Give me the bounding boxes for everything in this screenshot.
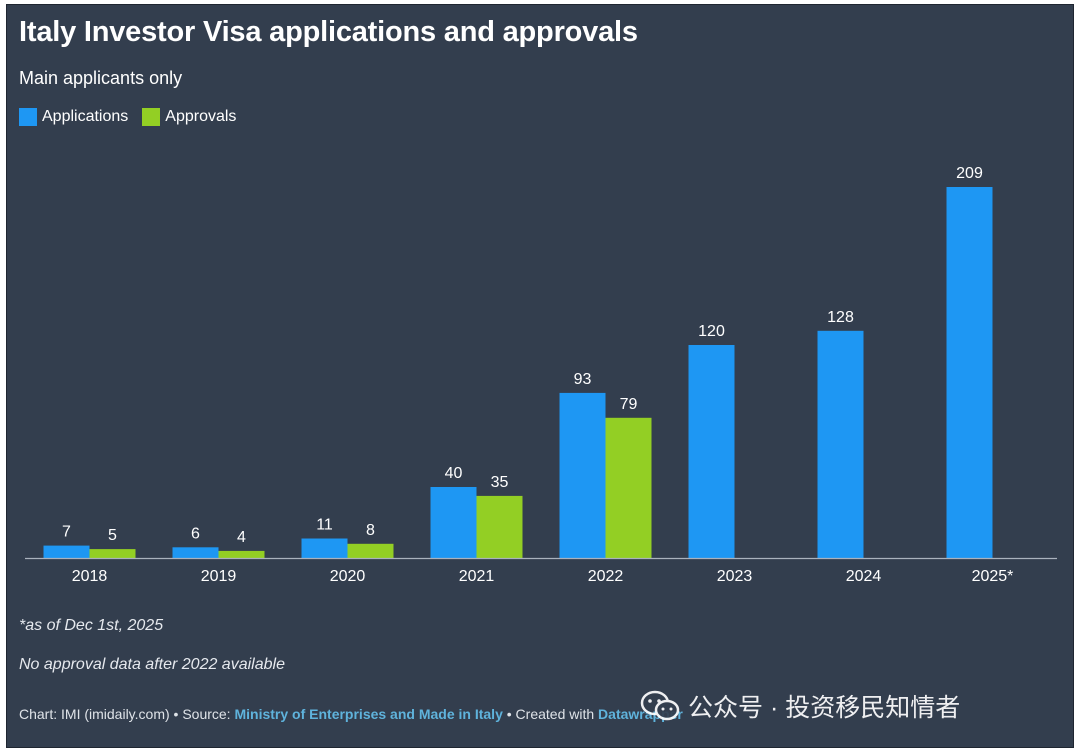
data-label-approvals-2021: 35 [491, 474, 509, 491]
bar-applications-2021 [430, 487, 477, 558]
x-tick-label-2023: 2023 [717, 568, 753, 585]
data-label-applications-2025: 209 [956, 165, 983, 182]
data-label-applications-2023: 120 [698, 323, 725, 340]
bar-applications-2023 [688, 345, 735, 558]
note-no-approval-data: No approval data after 2022 available [19, 656, 285, 673]
footer-middle: • Created with [502, 706, 599, 722]
x-tick-label-2022: 2022 [588, 568, 624, 585]
chart-subtitle: Main applicants only [19, 68, 183, 88]
legend: Applications Approvals [19, 108, 236, 126]
x-tick-label-2024: 2024 [846, 568, 882, 585]
note-as-of: *as of Dec 1st, 2025 [19, 617, 164, 634]
bar-applications-2019 [172, 547, 219, 558]
bar-applications-2022 [559, 392, 606, 558]
data-label-approvals-2019: 4 [237, 529, 246, 546]
bar-applications-2025 [946, 187, 993, 558]
source-link[interactable]: Ministry of Enterprises and Made in Ital… [234, 706, 503, 722]
legend-swatch-approvals [142, 108, 161, 126]
data-label-applications-2020: 11 [316, 517, 333, 534]
bar-approvals-2022 [605, 417, 652, 558]
watermark-text: 公众号 · 投资移民知情者 [688, 694, 961, 722]
bar-approvals-2018 [89, 549, 136, 558]
bar-applications-2020 [301, 538, 348, 558]
bar-applications-2024 [817, 330, 864, 558]
data-label-applications-2019: 6 [191, 525, 200, 542]
bar-applications-2018 [43, 545, 90, 558]
legend-item-approvals: Approvals [142, 108, 236, 126]
x-tick-label-2020: 2020 [330, 568, 366, 585]
data-label-applications-2022: 93 [574, 371, 592, 388]
legend-label-approvals: Approvals [165, 108, 237, 125]
x-tick-label-2021: 2021 [459, 568, 495, 585]
legend-label-applications: Applications [42, 108, 129, 125]
footer-credits: Chart: IMI (imidaily.com) • Source: Mini… [19, 706, 683, 722]
data-label-approvals-2020: 8 [366, 522, 375, 539]
bar-approvals-2021 [476, 495, 523, 558]
bar-approvals-2020 [347, 543, 394, 558]
data-label-approvals-2022: 79 [620, 396, 638, 413]
data-label-applications-2021: 40 [445, 465, 463, 482]
data-label-applications-2024: 128 [827, 309, 854, 326]
legend-item-applications: Applications [19, 108, 128, 126]
wechat-icon [640, 690, 680, 721]
legend-swatch-applications [19, 108, 37, 126]
x-tick-label-2018: 2018 [72, 568, 108, 585]
x-tick-label-2019: 2019 [201, 568, 237, 585]
data-label-applications-2018: 7 [62, 524, 71, 541]
x-tick-label-2025: 2025* [972, 568, 1014, 585]
watermark: 公众号 · 投资移民知情者 [640, 688, 960, 724]
data-label-approvals-2018: 5 [108, 527, 117, 544]
chart-card [6, 4, 1074, 748]
chart-title: Italy Investor Visa applications and app… [19, 16, 638, 48]
bar-approvals-2019 [218, 550, 265, 558]
footer-prefix: Chart: IMI (imidaily.com) • Source: [19, 706, 235, 722]
